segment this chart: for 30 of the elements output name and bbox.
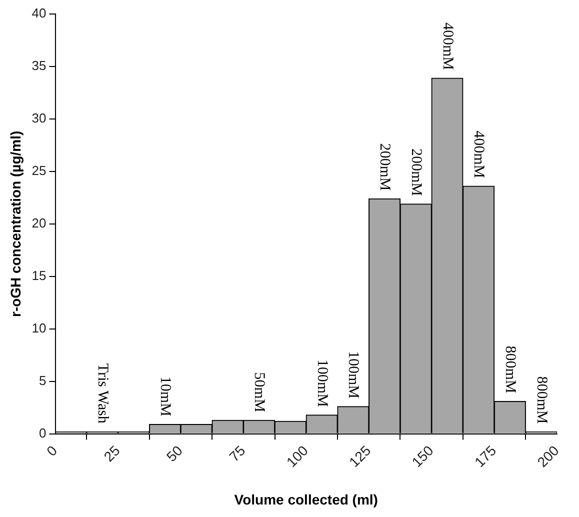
annotation: 200mM bbox=[376, 143, 393, 191]
x-tick-label: 175 bbox=[471, 442, 500, 470]
annotation: 800mM bbox=[502, 346, 518, 394]
annotation: 10mM bbox=[157, 376, 174, 416]
x-tick-label: 200 bbox=[534, 442, 562, 470]
annotation: 100mM bbox=[345, 351, 362, 399]
annotation: 100mM bbox=[314, 359, 330, 407]
annotation: 200mM bbox=[408, 148, 424, 196]
y-tick-label: 35 bbox=[32, 58, 46, 74]
y-tick-label: 0 bbox=[39, 425, 46, 440]
x-axis-title: Volume collected (ml) bbox=[234, 491, 378, 508]
annotation: 400mM bbox=[470, 130, 487, 178]
annotation: 50mM bbox=[251, 372, 268, 412]
x-tick-label: 25 bbox=[100, 442, 123, 465]
y-tick-label: 30 bbox=[32, 110, 46, 126]
y-tick-label: 5 bbox=[39, 372, 46, 388]
x-tick-label: 75 bbox=[226, 442, 248, 465]
y-tick-label: 25 bbox=[32, 163, 46, 178]
y-tick-label: 10 bbox=[32, 320, 46, 336]
annotation: Tris Wash bbox=[94, 363, 110, 424]
y-tick-label: 15 bbox=[32, 268, 46, 283]
x-tick-label: 125 bbox=[346, 442, 374, 470]
x-tick-label: 150 bbox=[408, 442, 437, 470]
annotation: 400mM bbox=[439, 22, 456, 70]
x-tick-label: 100 bbox=[283, 442, 312, 470]
x-tick-label: 50 bbox=[163, 442, 186, 465]
y-tick-label: 20 bbox=[32, 215, 46, 230]
y-tick-label: 40 bbox=[32, 6, 46, 21]
annotation: 800mM bbox=[533, 376, 550, 424]
y-axis-title: r-oGH concentration (µg/ml) bbox=[7, 130, 24, 317]
